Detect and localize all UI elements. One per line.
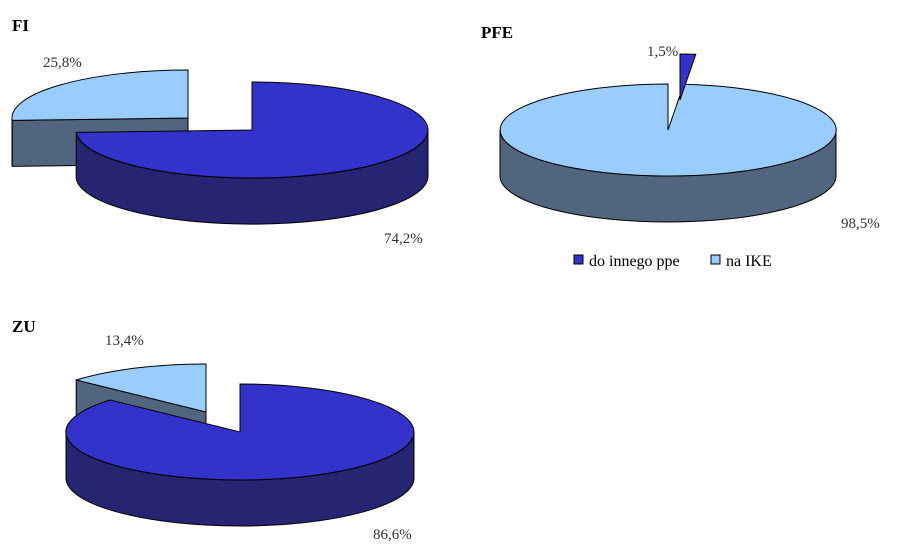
data-label-pfe-do-innego: 1,5%: [647, 44, 678, 60]
legend-swatch-do-innego-ppe: [573, 254, 584, 265]
legend-label-na-ike: na IKE: [726, 253, 772, 270]
pie-slice-na-ike: [499, 83, 837, 223]
pie-slice-do-innego-ppe: [75, 81, 429, 225]
chart-title-pfe: PFE: [481, 23, 513, 42]
data-label-fi-do-innego: 74,2%: [384, 231, 423, 247]
pie-chart-fi: [11, 69, 429, 225]
pie-slice-top: [11, 69, 189, 121]
pie-chart-pfe: [499, 53, 837, 223]
pie-slice-top: [75, 81, 429, 179]
legend-swatch-na-ike: [710, 254, 721, 265]
legend: do innego ppe na IKE: [573, 253, 772, 270]
data-label-zu-na-ike: 13,4%: [105, 333, 144, 349]
pie-slice-top: [65, 383, 415, 481]
chart-title-zu: ZU: [12, 317, 36, 336]
pie-slice-top: [74, 363, 207, 413]
chart-title-fi: FI: [12, 16, 29, 35]
pie-slice-do-innego-ppe: [65, 383, 415, 527]
data-label-zu-do-innego: 86,6%: [373, 527, 412, 543]
pie-slice-top: [679, 53, 697, 101]
pie-chart-zu: [65, 363, 415, 527]
pie-slice-do-innego-ppe: [679, 53, 697, 101]
data-label-fi-na-ike: 25,8%: [43, 55, 82, 71]
data-label-pfe-na-ike: 98,5%: [841, 216, 880, 232]
legend-label-do-innego-ppe: do innego ppe: [589, 253, 680, 270]
pie-slice-top: [499, 83, 837, 177]
